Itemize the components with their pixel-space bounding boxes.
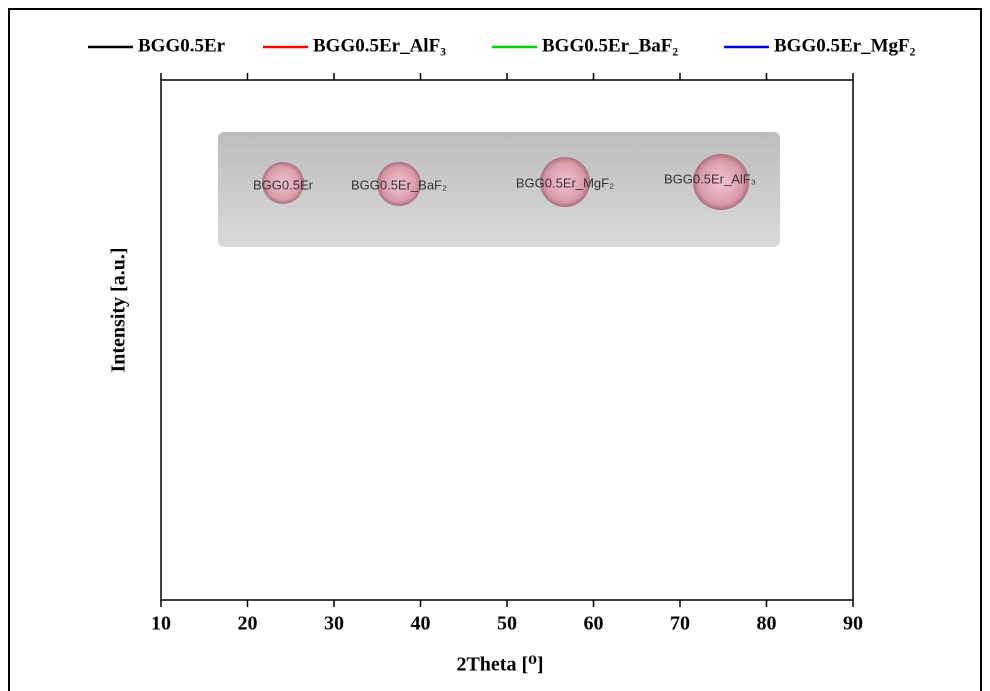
photo-background — [218, 132, 780, 247]
x-tick-label: 50 — [497, 613, 517, 635]
x-tick-label: 80 — [757, 613, 777, 635]
y-axis-label: Intensity [a.u.] — [108, 247, 130, 372]
inset-label: BGG0.5Er_MgF₂ — [516, 175, 614, 190]
legend-label: BGG0.5Er_BaF₂ — [542, 35, 678, 56]
x-tick-label: 90 — [843, 613, 863, 635]
legend-label: BGG0.5Er — [138, 35, 226, 56]
x-tick-label: 60 — [584, 613, 604, 635]
glass-sample — [377, 162, 421, 206]
frame — [8, 8, 982, 691]
x-tick-label: 10 — [151, 613, 171, 635]
glass-sample — [262, 162, 304, 204]
legend-label: BGG0.5Er_AlF₃ — [313, 35, 446, 56]
glass-sample — [540, 157, 590, 207]
x-tick-label: 70 — [670, 613, 690, 635]
x-tick-label: 30 — [324, 613, 344, 635]
inset-label: BGG0.5Er_AlF₃ — [664, 171, 756, 186]
legend-label: BGG0.5Er_MgF₂ — [774, 35, 916, 56]
x-tick-label: 40 — [411, 613, 431, 635]
x-tick-label: 20 — [238, 613, 258, 635]
inset-photo — [218, 132, 780, 247]
glass-sample — [693, 154, 749, 210]
inset-label: BGG0.5Er_BaF₂ — [351, 177, 447, 192]
x-axis-label: 2Theta [⁰] — [456, 654, 543, 676]
inset-label: BGG0.5Er — [253, 177, 314, 192]
